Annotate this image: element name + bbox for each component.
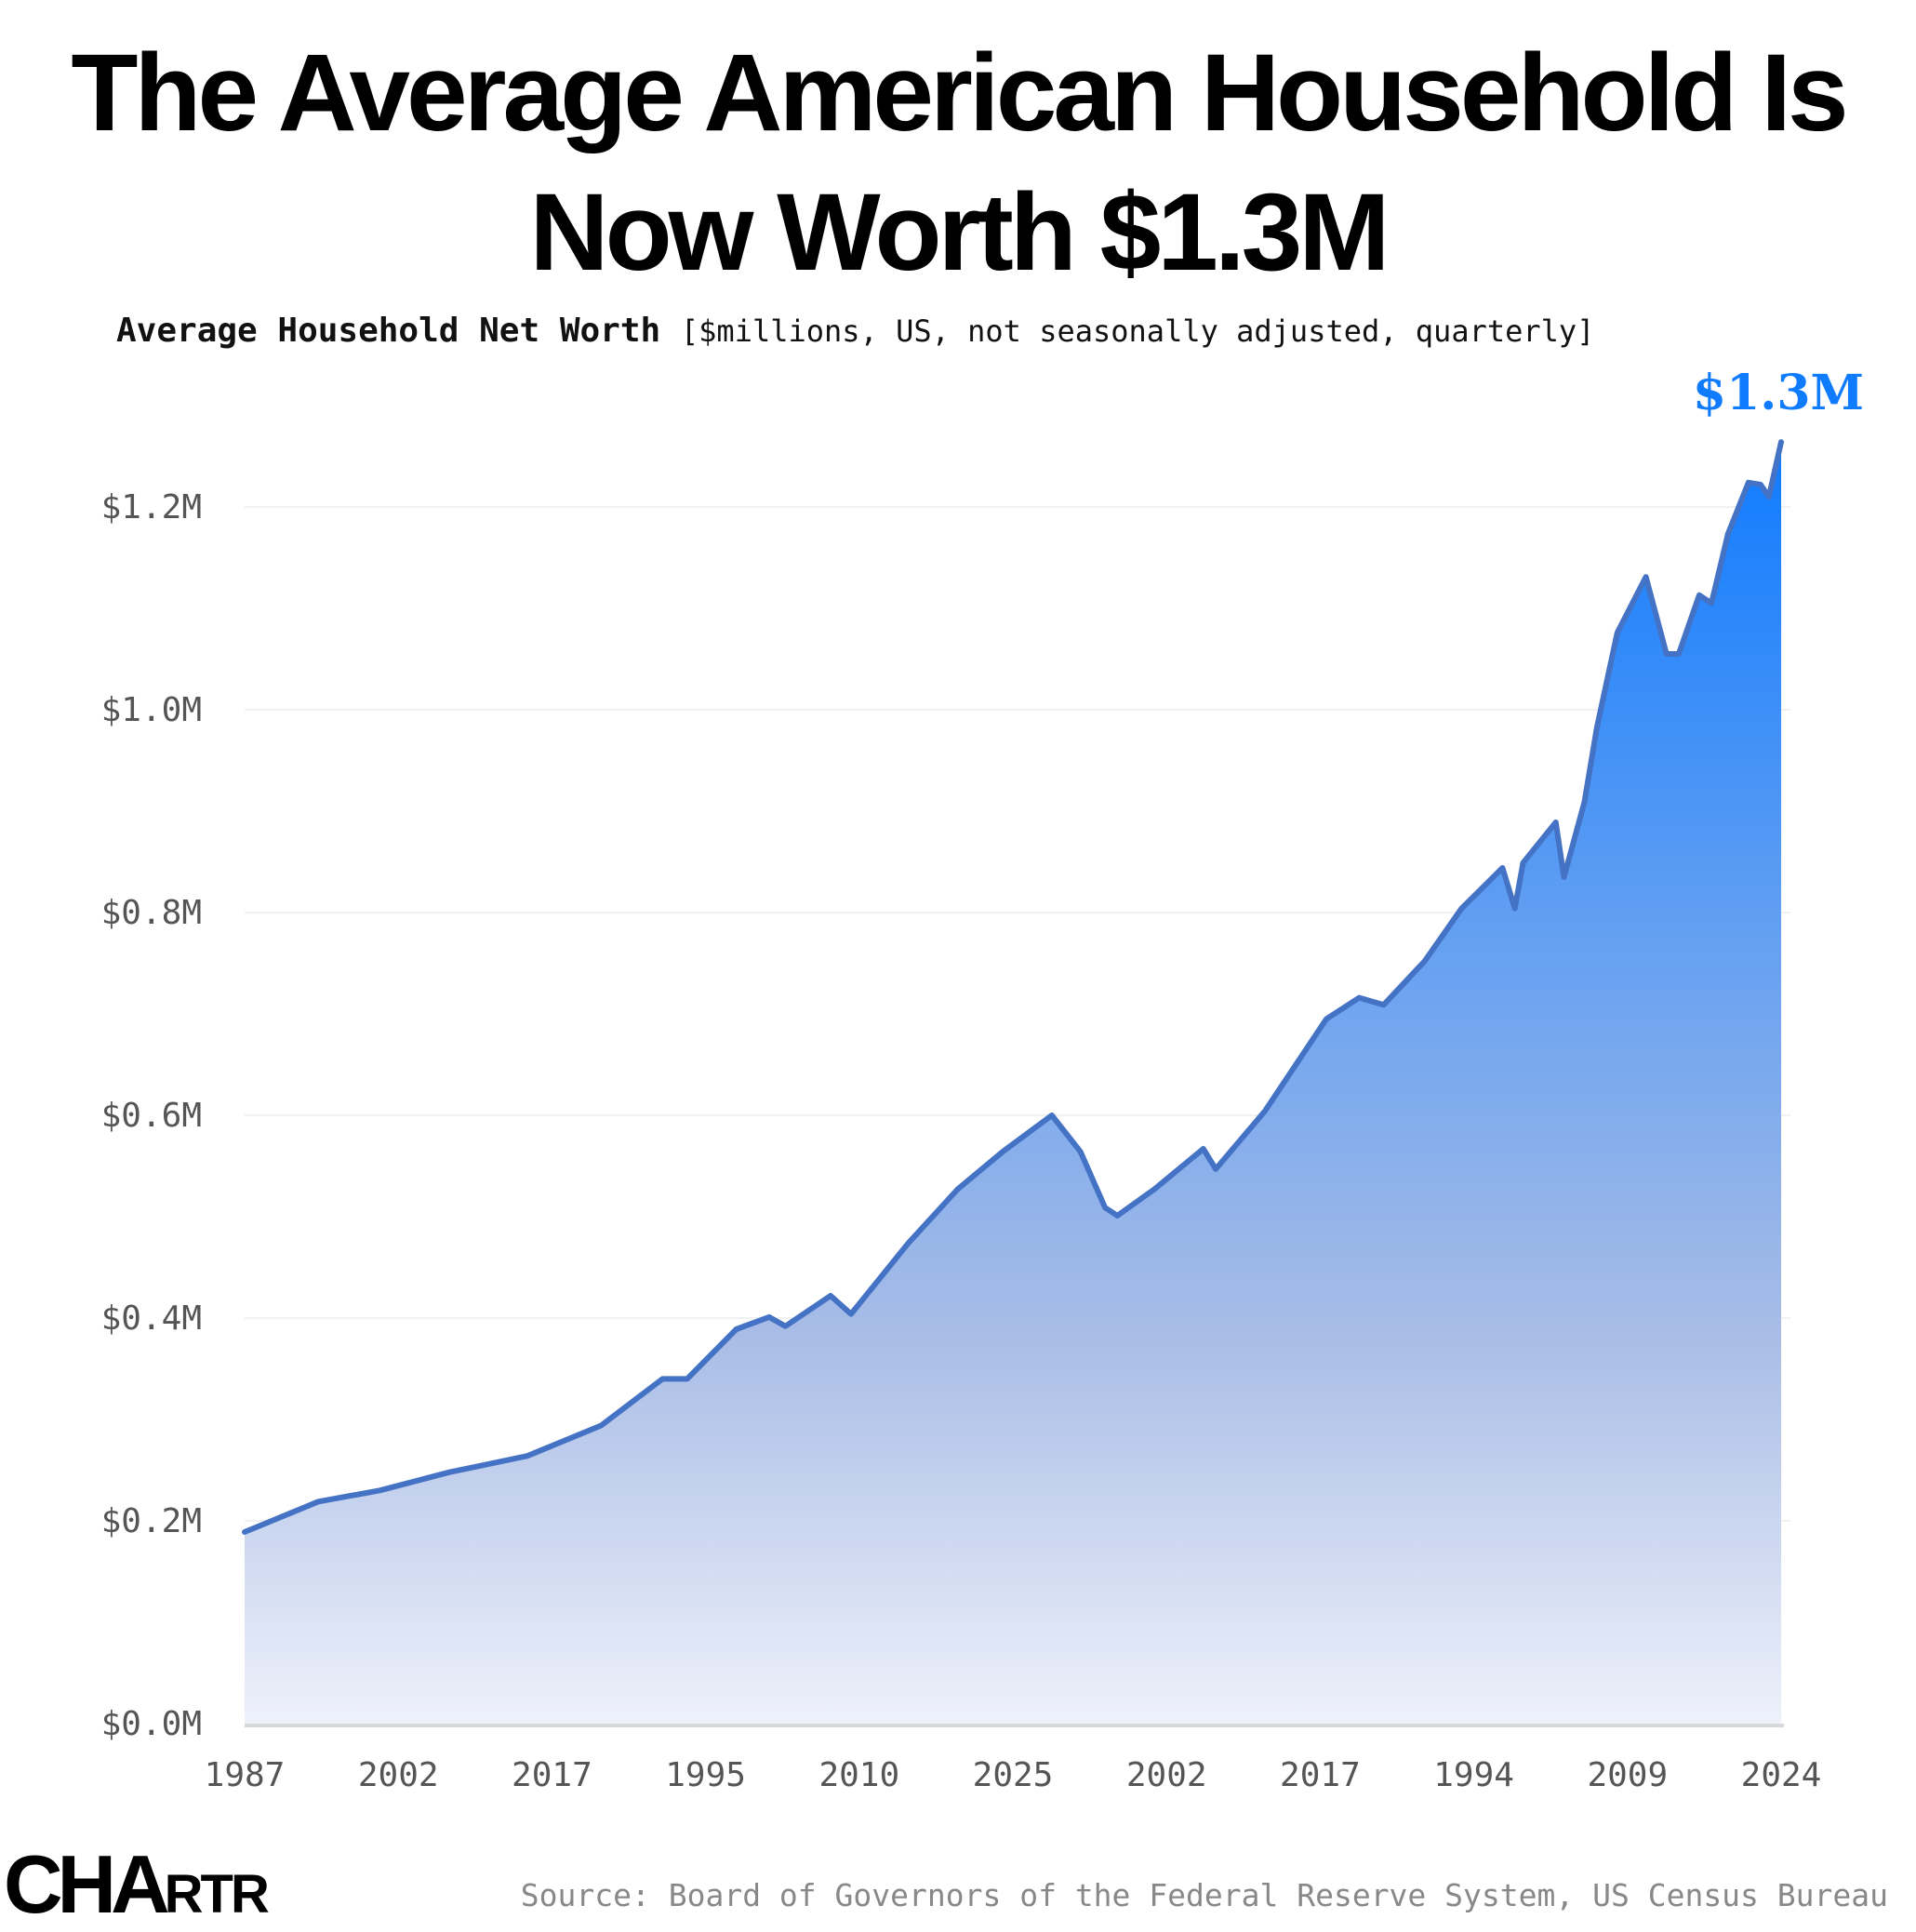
x-tick-label: 2002 [1126,1756,1207,1794]
x-axis: 1987 2002 2017 1995 2010 2025 2002 2017 1994 2009… [205,1756,1822,1794]
x-tick-label: 2010 [818,1756,899,1794]
title-text-2: Now Worth $1.3M [529,171,1390,294]
source-note: Source: Board of Governors of the Federa… [520,1877,1888,1913]
x-tick-label: 2017 [512,1756,592,1794]
x-tick-label: 2009 [1587,1756,1668,1794]
y-tick-label: $0.8M [101,894,202,932]
x-tick-label: 2017 [1280,1756,1361,1794]
y-tick-label: $0.4M [101,1299,202,1338]
y-tick-label: $1.0M [101,691,202,729]
y-tick-label: $1.2M [101,488,202,526]
subtitle-bold: Average Household Net Worth [116,312,661,350]
x-tick-label: 1987 [205,1756,286,1794]
y-tick-label: $0.6M [101,1097,202,1135]
title-text-1: The Average American Household Is [71,32,1848,154]
series-line [242,439,1784,1535]
x-tick-label: 2002 [358,1756,439,1794]
chartr-logo: CHARTR [4,1838,270,1930]
area-fill [245,442,1781,1725]
chart-title-line-2: Now Worth $1.3M [19,167,1897,298]
chart-title-line-1: The Average American Household Is [19,28,1897,158]
chart-subtitle: Average Household Net Worth [$millions, … [116,312,1883,350]
subtitle-units: [$millions, US, not seasonally adjusted,… [680,313,1595,349]
y-axis: $0.0M $0.2M $0.4M $0.6M $0.8M $1.0M $1.2M [101,488,202,1743]
x-tick-label: 1994 [1433,1756,1514,1794]
latest-value-annotation: $1.3M [1693,365,1864,421]
x-tick-label: 2024 [1741,1756,1822,1794]
y-tick-label: $0.0M [101,1705,202,1743]
x-tick-label: 2025 [973,1756,1054,1794]
x-tick-label: 1995 [665,1756,746,1794]
y-tick-label: $0.2M [101,1502,202,1540]
